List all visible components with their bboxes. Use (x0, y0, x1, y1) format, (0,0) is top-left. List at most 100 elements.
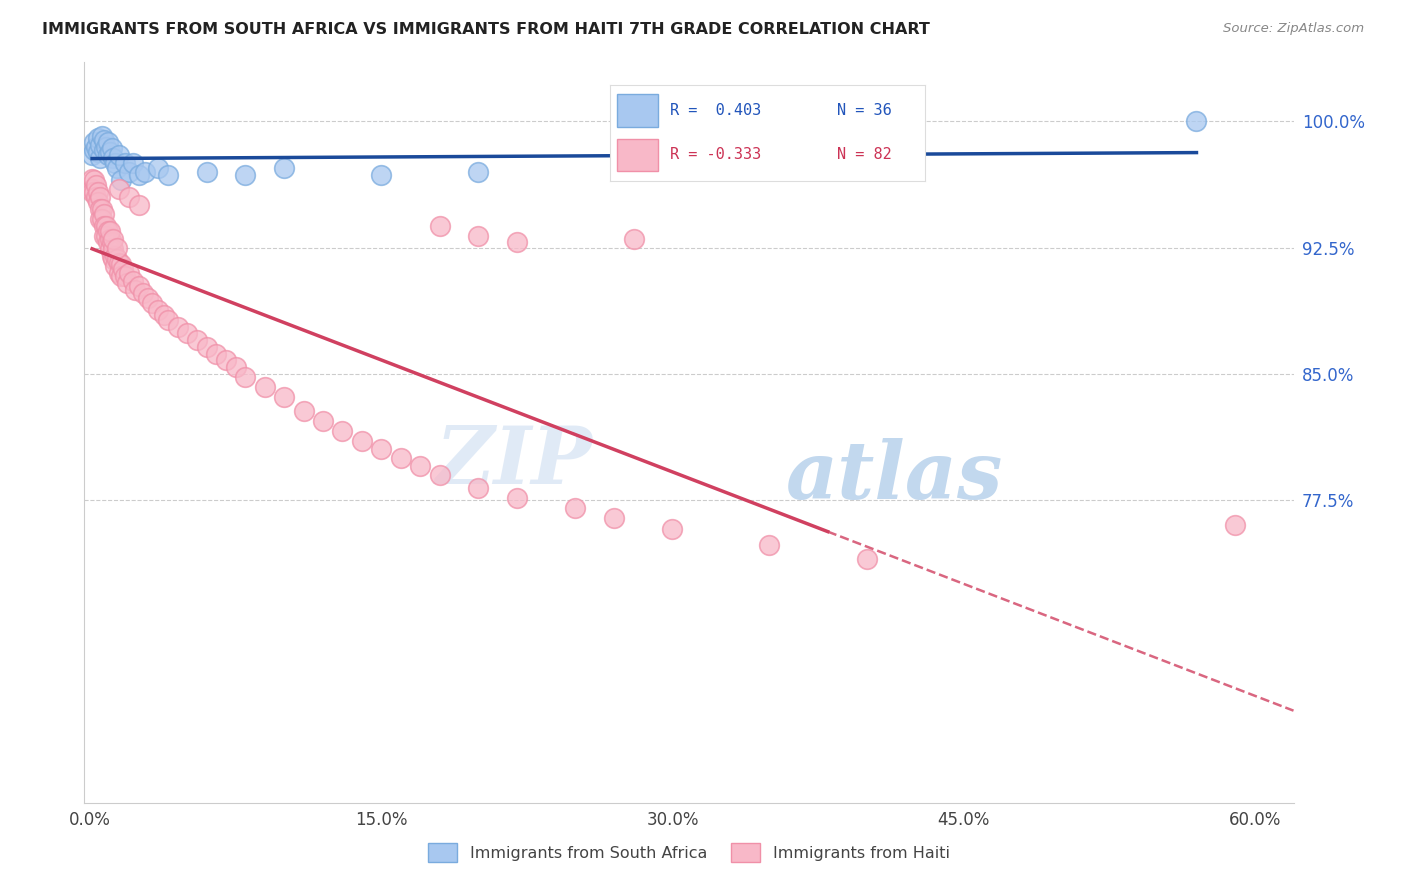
Point (603, 511, 626, 525)
Point (108, 181, 131, 195)
Point (122, 156, 145, 170)
Point (146, 302, 169, 317)
Point (131, 285, 153, 300)
Point (83, 173, 105, 187)
Point (89, 152, 111, 166)
Point (104, 259, 127, 273)
Point (273, 161, 295, 176)
Point (98, 242, 121, 256)
Point (87, 185, 110, 199)
Point (105, 161, 128, 176)
Point (93, 133, 115, 147)
Point (104, 156, 127, 170)
Point (409, 459, 432, 474)
Point (124, 283, 146, 297)
Point (89, 190, 111, 204)
Point (83, 185, 105, 199)
Point (97, 235, 120, 250)
Point (195, 165, 218, 179)
Point (273, 390, 295, 404)
Point (94, 228, 117, 243)
Text: ZIP: ZIP (436, 424, 592, 501)
Point (103, 252, 125, 267)
Point (166, 319, 188, 334)
Point (118, 190, 141, 204)
Point (103, 232, 125, 246)
Point (235, 370, 257, 384)
Point (87, 145, 110, 159)
Point (467, 481, 489, 495)
Point (1225, 518, 1247, 533)
Point (108, 255, 131, 269)
Point (156, 313, 179, 327)
Point (122, 274, 145, 288)
Point (90, 211, 112, 226)
Point (105, 240, 128, 254)
Point (97, 135, 120, 149)
Point (83, 135, 105, 149)
Point (506, 235, 529, 250)
Point (98, 232, 121, 246)
Point (93, 219, 115, 233)
Point (146, 161, 169, 176)
Legend: Immigrants from South Africa, Immigrants from Haiti: Immigrants from South Africa, Immigrants… (422, 837, 956, 869)
Point (1185, 114, 1208, 128)
Point (100, 249, 122, 263)
Point (141, 296, 163, 310)
Point (100, 235, 122, 250)
Point (89, 202, 111, 216)
Point (138, 291, 160, 305)
Point (758, 161, 780, 176)
Point (87, 131, 110, 145)
Point (623, 232, 645, 246)
Point (389, 450, 412, 465)
Point (89, 137, 111, 152)
Point (110, 269, 132, 284)
Point (564, 501, 586, 516)
Point (128, 279, 150, 293)
Point (103, 152, 125, 166)
Point (82, 181, 104, 195)
Text: atlas: atlas (786, 438, 1002, 516)
Point (350, 434, 373, 448)
Point (855, 551, 877, 566)
Point (128, 198, 150, 212)
Point (98, 224, 121, 238)
Point (429, 219, 451, 233)
Point (153, 308, 176, 322)
Point (93, 207, 115, 221)
Point (84, 178, 107, 193)
Point (82, 185, 104, 199)
Point (98, 145, 121, 159)
Point (90, 202, 112, 216)
Point (156, 168, 179, 182)
Point (97, 148, 120, 162)
Point (82, 148, 104, 162)
Point (90, 129, 112, 144)
Point (94, 219, 117, 233)
Point (118, 266, 141, 280)
Point (114, 156, 136, 170)
Point (467, 165, 489, 179)
Text: Source: ZipAtlas.com: Source: ZipAtlas.com (1223, 22, 1364, 36)
Point (128, 168, 150, 182)
Point (176, 326, 198, 341)
Point (467, 228, 489, 243)
Point (110, 173, 132, 187)
Point (110, 257, 132, 271)
Point (186, 333, 208, 347)
Point (114, 269, 136, 284)
Point (332, 424, 354, 438)
Point (235, 168, 257, 182)
Point (115, 276, 138, 290)
Point (108, 148, 131, 162)
Point (215, 353, 238, 368)
Point (661, 522, 683, 536)
Point (623, 156, 645, 170)
Point (758, 538, 780, 552)
Point (94, 139, 117, 153)
Point (89, 211, 111, 226)
Point (506, 491, 529, 506)
Point (83, 143, 105, 157)
Point (112, 262, 135, 277)
